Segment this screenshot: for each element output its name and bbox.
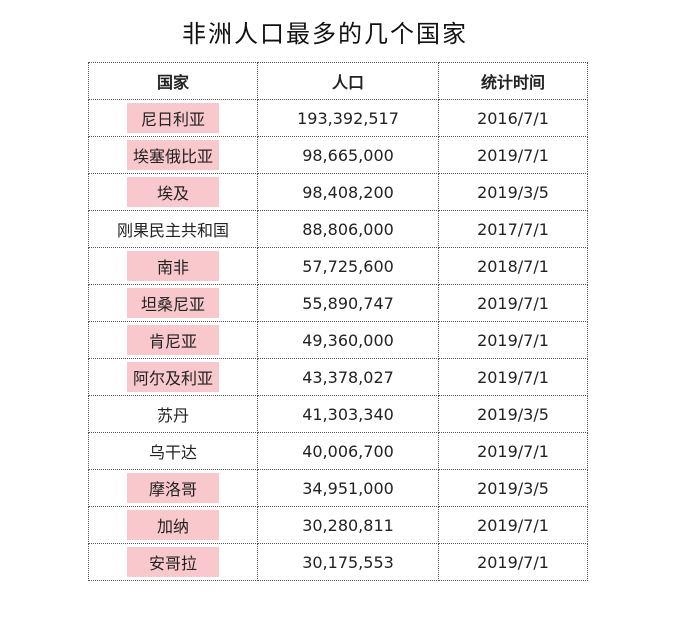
cell-country: 摩洛哥 (88, 469, 258, 507)
cell-date: 2019/7/1 (438, 284, 588, 322)
cell-date: 2019/7/1 (438, 136, 588, 174)
table-row: 阿尔及利亚 43,378,027 2019/7/1 (88, 358, 588, 396)
cell-country: 苏丹 (88, 395, 258, 433)
country-label: 刚果民主共和国 (116, 221, 229, 240)
country-label: 苏丹 (156, 406, 189, 425)
country-highlight: 南非 (127, 251, 219, 281)
cell-population: 41,303,340 (257, 395, 439, 433)
cell-population: 49,360,000 (257, 321, 439, 359)
cell-country: 埃塞俄比亚 (88, 136, 258, 174)
table-row: 肯尼亚 49,360,000 2019/7/1 (88, 321, 588, 359)
country-highlight: 安哥拉 (127, 547, 219, 577)
cell-date: 2017/7/1 (438, 210, 588, 248)
cell-population: 55,890,747 (257, 284, 439, 322)
country-highlight: 加纳 (127, 510, 219, 540)
cell-population: 30,175,553 (257, 543, 439, 581)
table-row: 埃及 98,408,200 2019/3/5 (88, 173, 588, 211)
cell-date: 2019/7/1 (438, 506, 588, 544)
cell-population: 34,951,000 (257, 469, 439, 507)
table-row: 摩洛哥 34,951,000 2019/3/5 (88, 469, 588, 507)
table-row: 苏丹 41,303,340 2019/3/5 (88, 395, 588, 433)
population-table: 国家 人口 统计时间 尼日利亚 193,392,517 2016/7/1 埃塞俄比亚 9… (88, 62, 588, 581)
country-highlight: 尼日利亚 (127, 103, 219, 133)
table-row: 加纳 30,280,811 2019/7/1 (88, 506, 588, 544)
table-row: 尼日利亚 193,392,517 2016/7/1 (88, 99, 588, 137)
cell-population: 98,408,200 (257, 173, 439, 211)
cell-country: 尼日利亚 (88, 99, 258, 137)
cell-date: 2019/3/5 (438, 173, 588, 211)
cell-population: 30,280,811 (257, 506, 439, 544)
column-header-country: 国家 (88, 62, 258, 100)
cell-country: 埃及 (88, 173, 258, 211)
column-header-population: 人口 (257, 62, 439, 100)
cell-date: 2019/7/1 (438, 543, 588, 581)
country-highlight: 肯尼亚 (127, 325, 219, 355)
cell-date: 2018/7/1 (438, 247, 588, 285)
cell-country: 阿尔及利亚 (88, 358, 258, 396)
country-label: 乌干达 (148, 443, 197, 462)
country-highlight: 埃塞俄比亚 (127, 140, 219, 170)
cell-country: 肯尼亚 (88, 321, 258, 359)
country-highlight: 摩洛哥 (127, 473, 219, 503)
country-highlight: 坦桑尼亚 (127, 288, 219, 318)
table-header-row: 国家 人口 统计时间 (88, 62, 588, 100)
cell-date: 2019/3/5 (438, 395, 588, 433)
cell-country: 加纳 (88, 506, 258, 544)
cell-date: 2016/7/1 (438, 99, 588, 137)
country-highlight: 埃及 (127, 177, 219, 207)
table-row: 乌干达 40,006,700 2019/7/1 (88, 432, 588, 470)
cell-date: 2019/7/1 (438, 358, 588, 396)
cell-country: 刚果民主共和国 (88, 210, 258, 248)
cell-date: 2019/7/1 (438, 432, 588, 470)
cell-date: 2019/3/5 (438, 469, 588, 507)
page-title: 非洲人口最多的几个国家 (182, 20, 468, 48)
table-row: 刚果民主共和国 88,806,000 2017/7/1 (88, 210, 588, 248)
table-row: 坦桑尼亚 55,890,747 2019/7/1 (88, 284, 588, 322)
table-row: 南非 57,725,600 2018/7/1 (88, 247, 588, 285)
cell-population: 98,665,000 (257, 136, 439, 174)
table-row: 安哥拉 30,175,553 2019/7/1 (88, 543, 588, 581)
cell-population: 40,006,700 (257, 432, 439, 470)
cell-country: 坦桑尼亚 (88, 284, 258, 322)
country-highlight: 阿尔及利亚 (127, 362, 219, 392)
cell-population: 57,725,600 (257, 247, 439, 285)
cell-population: 88,806,000 (257, 210, 439, 248)
table-body: 尼日利亚 193,392,517 2016/7/1 埃塞俄比亚 98,665,000 20… (88, 99, 588, 581)
cell-population: 43,378,027 (257, 358, 439, 396)
cell-date: 2019/7/1 (438, 321, 588, 359)
cell-population: 193,392,517 (257, 99, 439, 137)
cell-country: 安哥拉 (88, 543, 258, 581)
column-header-date: 统计时间 (438, 62, 588, 100)
cell-country: 乌干达 (88, 432, 258, 470)
table-row: 埃塞俄比亚 98,665,000 2019/7/1 (88, 136, 588, 174)
cell-country: 南非 (88, 247, 258, 285)
